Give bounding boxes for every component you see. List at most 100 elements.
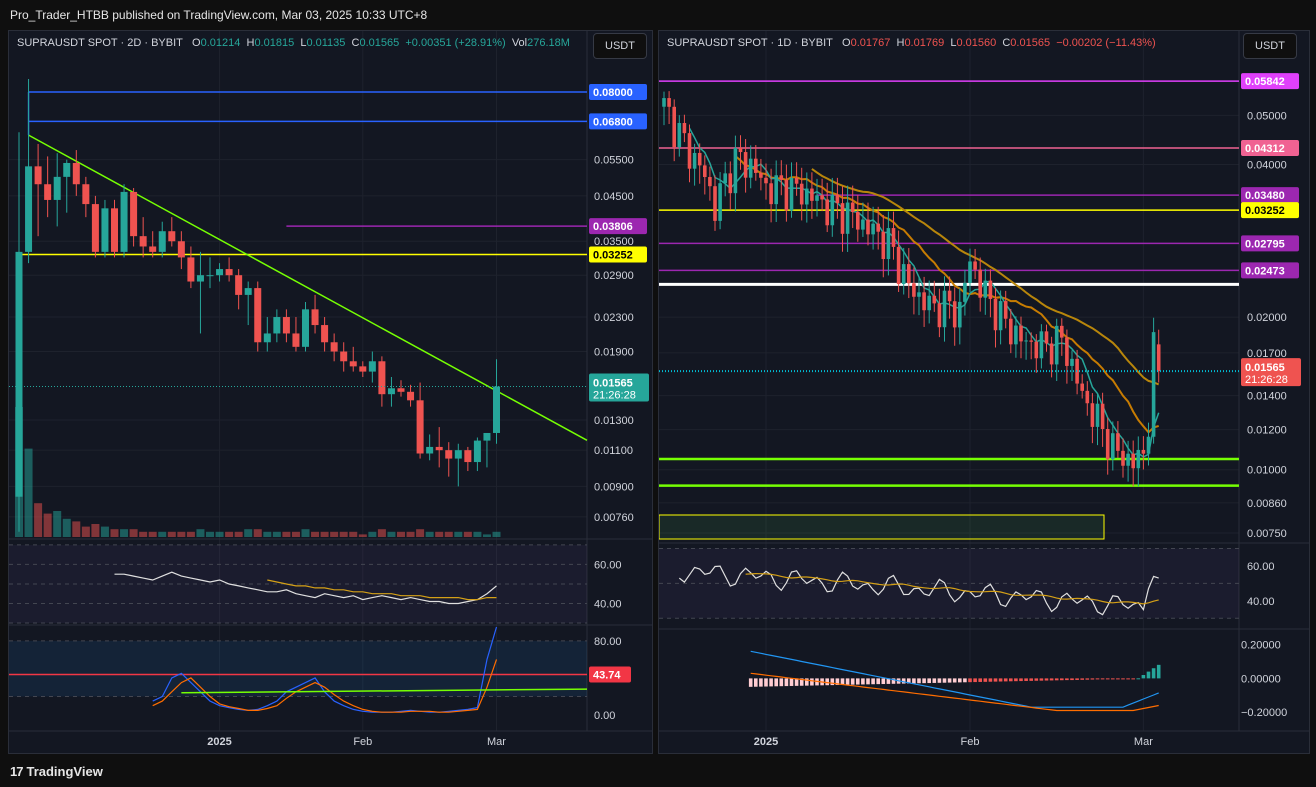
right-candle-body [743,152,748,178]
left-volume-bar [463,531,472,537]
left-candle-body [340,351,348,362]
right-macd-hist-bar [1049,678,1054,681]
left-low: 0.01135 [306,37,346,49]
right-candle-body [1105,429,1110,460]
left-volume-bar [406,531,415,537]
tradingview-logo[interactable]: 17 TradingView [10,764,103,779]
right-macd-hist-bar [1070,678,1074,681]
right-macd-hist-bar [988,678,993,682]
left-volume-bar [196,529,205,537]
right-macd-hist-bar [978,678,982,682]
right-candle-body [881,231,886,260]
right-level-tag-2-bg [1241,187,1299,204]
right-level-tag-3-bg [1241,202,1299,219]
left-rsi-ma-line [267,579,497,601]
right-low: 0.01560 [956,37,997,49]
right-macd-hist-bar [794,678,799,686]
right-candle-body [1085,390,1090,404]
right-candle-body [896,246,901,285]
left-candle-body [435,446,443,451]
left-volume-bar [24,448,33,537]
left-volume-bar [377,529,386,537]
left-volume-bar [263,531,272,537]
right-candle-body [942,290,947,328]
right-candle-body [687,133,692,169]
right-macd-hist-bar [1039,678,1044,681]
left-chart-panel[interactable]: 0.05500 0.04500 0.03500 0.02900 0.02300 0.019… [8,30,653,754]
left-open: 0.01214 [200,37,241,49]
right-demand-zone [659,514,1105,540]
right-candle-body [774,175,778,205]
right-currency-button[interactable]: USDT [1243,33,1297,59]
right-candle-body [988,280,993,299]
right-macd-hist-bar [805,678,809,686]
left-volume-bar [148,531,157,537]
left-volume-bar [368,531,377,537]
left-candle-body [34,166,42,185]
left-candle-body [44,184,52,200]
left-high: 0.01815 [254,37,295,49]
right-macd-hist-bar [1009,678,1013,682]
right-candle-body [1095,403,1100,427]
left-chart-canvas[interactable]: 0.05500 0.04500 0.03500 0.02900 0.02300 0.019… [9,31,652,753]
right-macd-line [750,650,1159,708]
right-level-tag-5-bg [1241,262,1299,279]
left-y-tick-label: 0.01900 [594,347,634,359]
left-volume-bar [473,531,482,537]
left-high-label: H [246,37,255,49]
right-macd-tick-label: 0.20000 [1241,640,1281,652]
right-candle-body [810,188,814,201]
left-candle-body [25,166,33,252]
right-macd-hist-bar [1156,664,1161,679]
left-candle-body [254,288,262,343]
right-level-tag-2: 0.03480 [1245,190,1285,202]
left-x-tick-label: Mar [487,736,506,748]
right-candle-body [871,223,875,235]
left-candle-body [493,386,500,433]
left-level-tag-0: 0.08000 [593,87,633,99]
right-macd-hist-bar [810,678,814,686]
right-rsi-tick-label: 40.00 [1247,596,1275,608]
right-candle-body [1009,318,1013,345]
left-candle-body [407,391,415,401]
left-candle-body [321,325,329,343]
left-candle-body [82,184,90,205]
right-candle-body [947,290,952,302]
right-macd-hist-bar [983,678,988,682]
left-volume-bar [397,531,405,537]
left-candle-body [244,288,252,295]
left-level-tag-3: 0.03252 [593,250,633,262]
right-candle-body [1141,449,1146,454]
left-volume-bar [139,531,148,537]
left-level-tag-1: 0.06800 [593,116,633,128]
right-macd-hist-bar [825,678,829,686]
left-candle-body [387,388,395,395]
left-volume-bar [167,531,176,537]
left-rsi-line [114,571,497,605]
left-volume-bar [158,531,167,537]
right-macd-hist-bar [1080,678,1084,680]
left-volume-bar [349,531,358,537]
right-close-label: C [1002,37,1011,49]
right-candle-body [952,301,957,328]
right-macd-signal-line [750,672,1159,712]
right-level-tag-1: 0.04312 [1245,143,1285,155]
right-chart-panel[interactable]: 0.05000 0.04000 0.02000 0.01700 0.01400 0.012… [658,30,1310,754]
right-macd-hist-bar [799,678,804,686]
left-candle-body [91,204,99,252]
left-candle-body [311,309,319,326]
left-x-tick-label: 2025 [207,736,231,748]
right-candle-body [901,264,906,285]
left-countdown: 21:26:28 [593,390,636,402]
right-candle-body [748,158,753,178]
right-rsi-tick-label: 60.00 [1247,561,1275,573]
left-volume-bar [91,524,100,537]
right-chart-canvas[interactable]: 0.05000 0.04000 0.02000 0.01700 0.01400 0.012… [659,31,1309,753]
right-macd-hist-bar [1105,678,1110,680]
right-candle-body [1151,332,1156,437]
left-candle-body [416,400,424,454]
left-currency-button[interactable]: USDT [593,33,647,59]
left-candle-body [235,275,243,295]
right-candle-body [820,195,824,200]
right-candle-body [769,183,773,205]
